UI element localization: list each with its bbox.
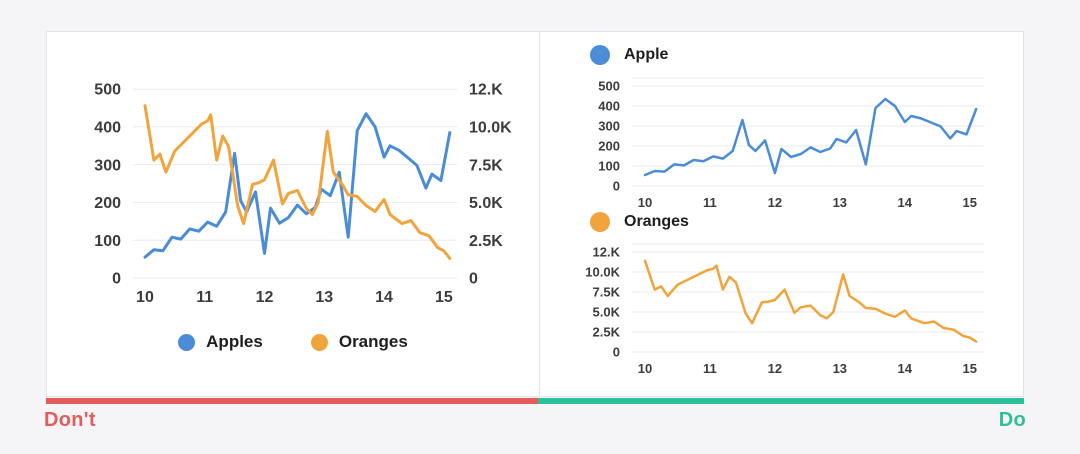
apples-legend-label: Apples [206,332,263,351]
svg-text:0: 0 [112,271,121,288]
apples-legend-dot-icon [178,333,196,351]
svg-text:11: 11 [703,361,717,376]
svg-text:5.0K: 5.0K [593,305,621,320]
do-apple-legend: Apple [590,45,668,65]
svg-text:12.K: 12.K [593,245,621,260]
svg-text:0: 0 [613,345,620,360]
dont-dual-axis-line-chart: 0 100 200 300 400 500 0 2.5K 5.0K 7.5K 10.0K 12.K 10… [94,82,512,306]
svg-text:14: 14 [375,289,393,306]
do-label: Do [998,409,1026,431]
svg-text:15: 15 [435,289,453,306]
dont-bar-segment [46,398,538,404]
svg-text:15: 15 [962,195,976,210]
oranges-legend-label: Oranges [338,332,408,351]
svg-text:0: 0 [613,179,620,194]
oranges-legend-dot-icon [590,212,610,232]
dont-panel: 0 100 200 300 400 500 0 2.5K 5.0K 7.5K 10.0K 12.K 10… [47,32,539,396]
svg-text:12.K: 12.K [469,82,503,99]
svg-text:7.5K: 7.5K [469,157,503,174]
caption-row: Don't Do [44,409,1026,432]
do-oranges-legend: Oranges [590,212,689,232]
svg-text:400: 400 [598,99,620,114]
svg-text:13: 13 [315,289,333,306]
svg-text:200: 200 [94,195,121,212]
svg-text:7.5K: 7.5K [593,285,621,300]
comparison-card: 0 100 200 300 400 500 0 2.5K 5.0K 7.5K 10.0K 12.K 10… [46,31,1024,397]
apple-legend-label: Apple [624,46,669,63]
svg-text:10.0K: 10.0K [585,265,620,280]
svg-text:11: 11 [703,195,717,210]
oranges-legend-label: Oranges [624,213,689,230]
svg-text:14: 14 [898,195,913,210]
legend-item-apples: Apples [178,332,263,352]
svg-text:14: 14 [898,361,913,376]
legend-item-oranges: Oranges [310,332,408,352]
svg-text:300: 300 [94,157,121,174]
svg-text:0: 0 [469,271,478,288]
svg-text:10.0K: 10.0K [469,119,512,136]
svg-text:12: 12 [768,195,782,210]
oranges-legend-dot-icon [310,333,328,351]
svg-text:10: 10 [136,289,154,306]
svg-text:10: 10 [638,195,652,210]
svg-text:10: 10 [638,361,652,376]
svg-text:400: 400 [94,119,121,136]
do-panel: Apple 0 100 200 300 400 500 10 11 12 13 14 15 Orang… [540,32,1023,396]
svg-text:15: 15 [962,361,976,376]
svg-text:300: 300 [598,119,620,134]
dont-label: Don't [44,409,96,431]
svg-text:5.0K: 5.0K [469,195,503,212]
do-oranges-line-chart: 0 2.5K 5.0K 7.5K 10.0K 12.K 10 11 12 13 14 15 [585,243,984,376]
dont-chart-legend: Apples Oranges [47,332,539,352]
svg-text:100: 100 [94,233,121,250]
do-bar-segment [538,398,1024,404]
svg-text:2.5K: 2.5K [593,325,621,340]
verdict-bar [46,398,1024,404]
svg-text:500: 500 [94,82,121,99]
apple-legend-dot-icon [590,45,610,65]
svg-text:2.5K: 2.5K [469,233,503,250]
svg-text:12: 12 [768,361,782,376]
svg-text:13: 13 [833,361,847,376]
do-apple-line-chart: 0 100 200 300 400 500 10 11 12 13 14 15 [598,77,984,210]
svg-text:13: 13 [833,195,847,210]
svg-text:100: 100 [598,159,620,174]
panel-divider [539,32,540,396]
svg-text:11: 11 [196,289,213,306]
svg-text:12: 12 [256,289,274,306]
svg-text:200: 200 [598,139,620,154]
svg-text:500: 500 [598,79,620,94]
